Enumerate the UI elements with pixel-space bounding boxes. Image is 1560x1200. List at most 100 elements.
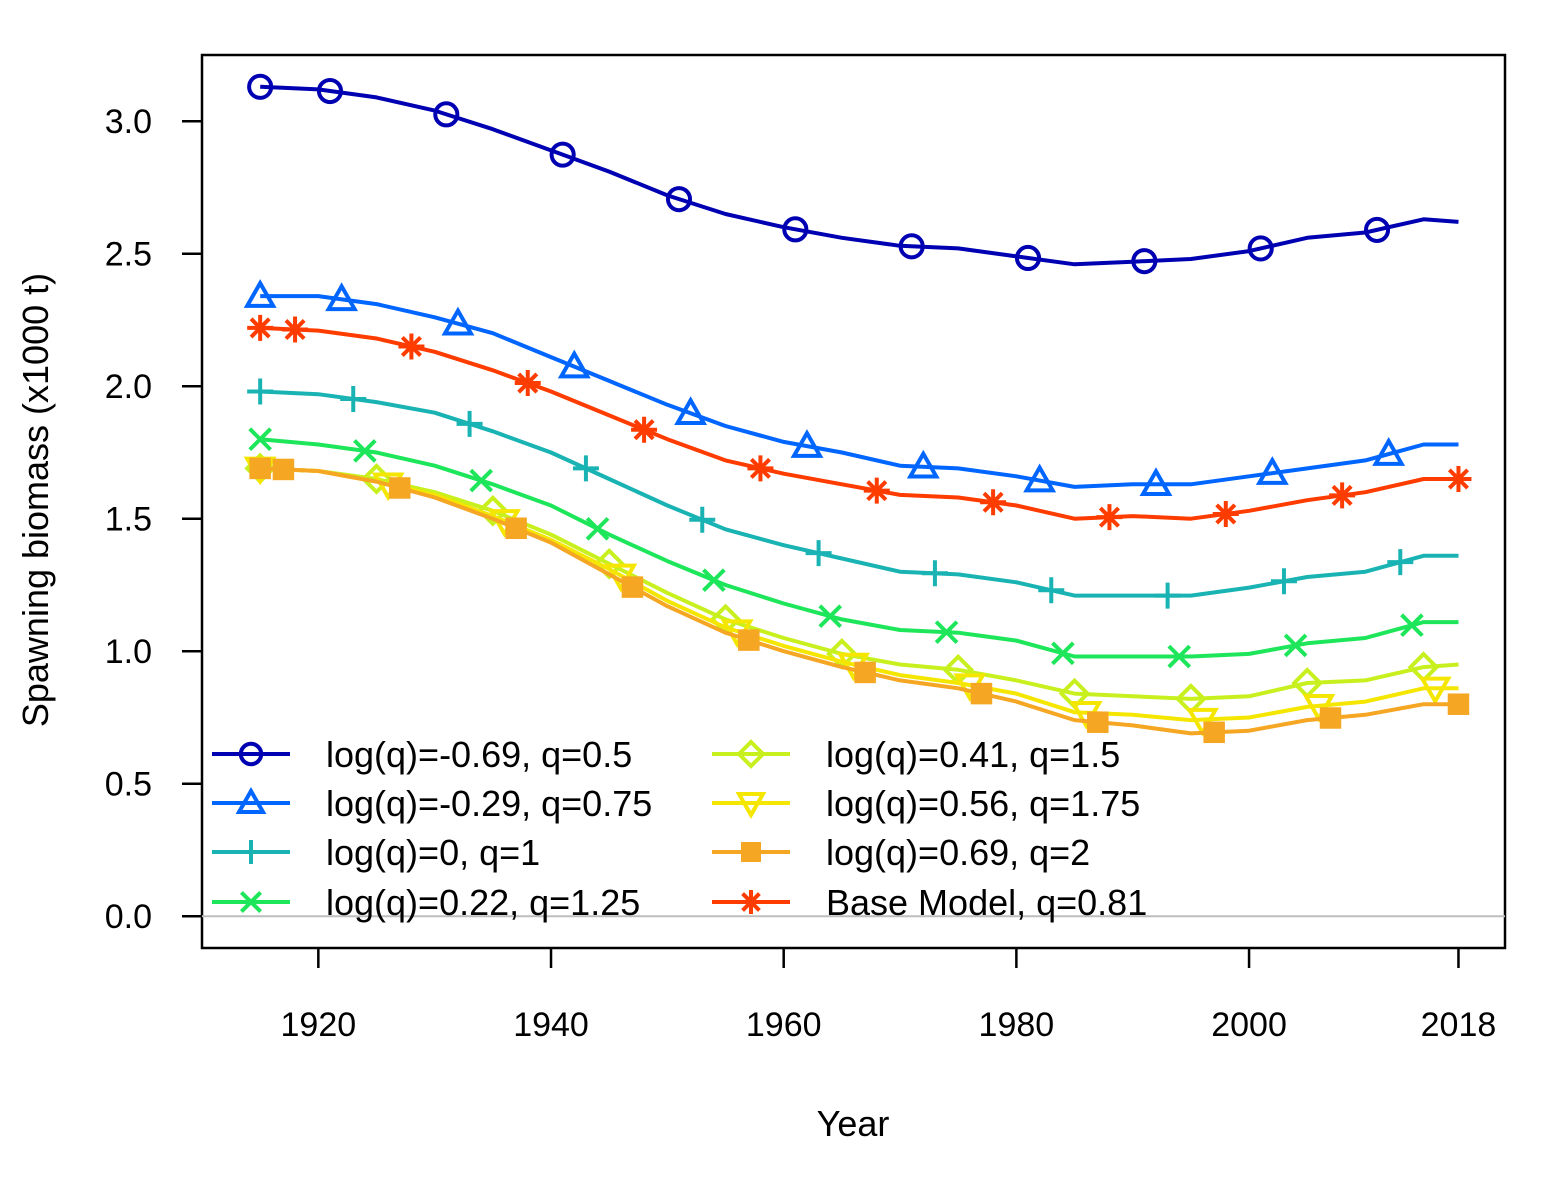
x-axis-title: Year — [817, 1103, 890, 1144]
data-point — [1038, 577, 1065, 604]
legend-item: log(q)=0.56, q=1.75 — [712, 783, 1140, 824]
data-point — [1447, 693, 1470, 715]
legend-item: log(q)=-0.69, q=0.5 — [212, 734, 632, 775]
data-point — [1051, 641, 1075, 666]
data-point — [980, 489, 1007, 516]
data-point — [433, 101, 460, 128]
data-point — [316, 77, 344, 105]
data-point — [247, 378, 274, 405]
data-point — [1154, 582, 1181, 609]
legend-marker — [239, 840, 263, 864]
data-point — [805, 540, 832, 567]
data-point — [469, 468, 494, 493]
series-7 — [249, 457, 1470, 744]
series-3 — [247, 378, 1459, 609]
series-2 — [243, 279, 1459, 497]
data-point — [790, 429, 824, 458]
legend-label: log(q)=0, q=1 — [326, 832, 540, 873]
data-point — [674, 396, 708, 426]
data-point — [1445, 465, 1472, 492]
x-axis: 1920 1940 1960 1980 2000 2018 — [281, 948, 1497, 1044]
data-point — [441, 306, 475, 336]
data-point — [1212, 500, 1239, 527]
legend-label: log(q)=-0.29, q=0.75 — [326, 783, 652, 824]
data-point — [689, 506, 716, 533]
data-point — [1167, 644, 1192, 669]
data-point — [247, 73, 274, 100]
y-tick-label: 2.5 — [105, 236, 152, 274]
legend-marker — [741, 842, 761, 862]
legend-item: log(q)=0, q=1 — [212, 832, 540, 873]
data-point — [585, 516, 610, 541]
data-point — [665, 186, 693, 213]
data-point — [921, 560, 948, 587]
series-line — [260, 294, 1459, 489]
series-layer — [243, 73, 1472, 744]
data-point — [898, 233, 925, 260]
data-point — [1387, 549, 1414, 576]
legend-marker — [239, 890, 263, 914]
data-point — [1255, 456, 1289, 485]
data-point — [1139, 467, 1173, 497]
series-line — [260, 466, 1459, 736]
data-point — [340, 385, 367, 412]
data-point — [1203, 721, 1225, 744]
legend-item: Base Model, q=0.81 — [712, 882, 1147, 923]
data-point — [477, 494, 509, 527]
legend-marker — [739, 890, 763, 914]
data-point — [747, 455, 774, 482]
y-tick-label: 2.0 — [105, 368, 152, 406]
data-point — [854, 661, 876, 684]
data-point — [631, 416, 658, 443]
data-point — [398, 333, 425, 360]
plot-frame — [200, 53, 1507, 950]
data-point — [593, 547, 626, 580]
data-point — [389, 477, 411, 499]
y-tick-label: 0.5 — [105, 766, 152, 804]
data-point — [1283, 633, 1308, 658]
y-tick-label: 1.5 — [105, 501, 152, 539]
data-point — [1014, 244, 1042, 272]
data-point — [243, 279, 277, 308]
legend-item: log(q)=-0.29, q=0.75 — [212, 783, 652, 824]
x-tick-label: 1940 — [513, 1006, 589, 1044]
legend-item: log(q)=0.69, q=2 — [712, 832, 1090, 873]
data-point — [353, 439, 377, 463]
y-axis: 0.0 0.5 1.0 1.5 2.0 2.5 3.0 — [105, 103, 202, 936]
data-point — [557, 349, 591, 379]
data-point — [863, 477, 890, 504]
data-point — [738, 629, 760, 651]
data-point — [1400, 613, 1424, 638]
data-point — [1023, 463, 1057, 493]
data-point — [325, 282, 359, 312]
data-point — [549, 141, 576, 168]
data-point — [1131, 248, 1158, 275]
data-point — [505, 517, 527, 540]
data-point — [247, 314, 274, 341]
data-point — [249, 457, 271, 480]
legend-marker — [235, 786, 267, 814]
data-point — [906, 449, 940, 479]
data-point — [1186, 707, 1219, 737]
y-axis-title: Spawning biomass (x1000 t) — [15, 273, 56, 727]
data-point — [702, 568, 726, 593]
legend-label: Base Model, q=0.81 — [826, 882, 1147, 923]
y-tick-label: 0.0 — [105, 898, 152, 936]
data-point — [456, 410, 483, 437]
legend-label: log(q)=0.69, q=2 — [826, 832, 1090, 873]
data-point — [1319, 707, 1342, 729]
series-line — [260, 84, 1459, 267]
data-point — [818, 604, 843, 629]
x-tick-label: 2018 — [1421, 1006, 1497, 1044]
data-point — [621, 576, 644, 598]
data-point — [1329, 482, 1356, 509]
data-point — [934, 620, 959, 644]
series-line — [260, 437, 1459, 659]
data-point — [514, 370, 541, 397]
series-1 — [247, 73, 1459, 275]
data-point — [1372, 437, 1406, 466]
data-point — [1418, 676, 1452, 706]
legend-marker — [736, 739, 766, 769]
data-point — [282, 316, 309, 343]
